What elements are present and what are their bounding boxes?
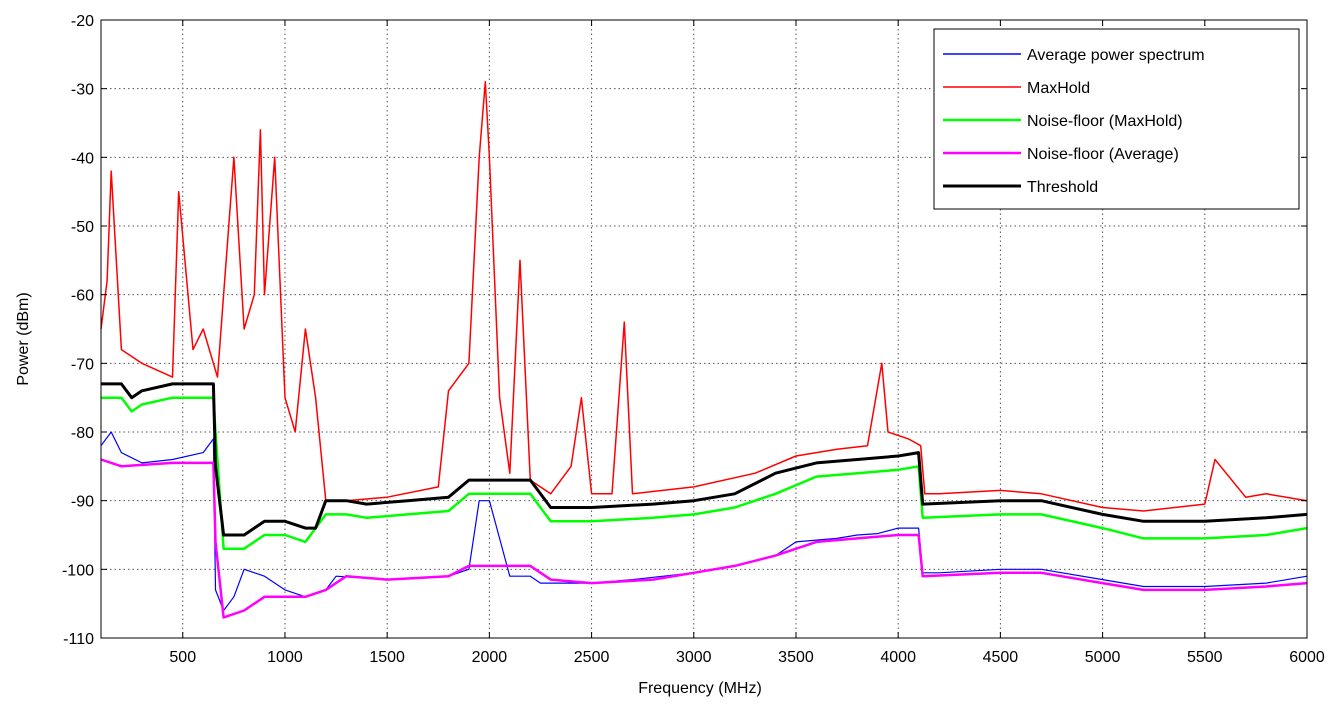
y-tick-label: -40 <box>71 150 94 167</box>
legend: Average power spectrum MaxHold Noise-floor… <box>933 28 1300 210</box>
x-tick-label: 3000 <box>676 649 712 666</box>
series-lines <box>100 81 1308 619</box>
x-tick-label: 5000 <box>1085 649 1121 666</box>
y-tick-label: -30 <box>71 82 94 99</box>
x-tick-label: 1500 <box>369 649 405 666</box>
series-line-average <box>100 431 1308 612</box>
y-tick-label: -60 <box>71 288 94 305</box>
series-line-nf_average <box>100 458 1308 619</box>
y-tick-label: -110 <box>63 631 94 648</box>
x-tick-label: 500 <box>169 649 196 666</box>
y-tick-label: -50 <box>71 219 94 236</box>
axes: 500 1000 1500 2000 2500 3000 3500 4000 4500 5000 5… <box>62 13 1325 666</box>
legend-label-nf_average: Noise-floor (Average) <box>1027 146 1179 163</box>
x-tick-label: 4500 <box>983 649 1019 666</box>
series-line-maxhold <box>100 81 1308 512</box>
x-tick-label: 6000 <box>1289 649 1325 666</box>
legend-label-threshold: Threshold <box>1027 179 1098 196</box>
grid <box>101 20 1307 638</box>
y-tick-label: -90 <box>71 494 94 511</box>
x-tick-label: 2000 <box>472 649 508 666</box>
plot-frame <box>100 19 1308 639</box>
x-tick-label: 4000 <box>880 649 916 666</box>
y-axis-label: Power (dBm) <box>15 292 32 385</box>
legend-label-nf_maxhold: Noise-floor (MaxHold) <box>1027 113 1183 130</box>
x-tick-label: 1000 <box>267 649 303 666</box>
x-tick-label: 2500 <box>574 649 610 666</box>
x-axis-label: Frequency (MHz) <box>638 680 762 697</box>
series-line-threshold <box>101 382 1308 537</box>
legend-label-maxhold: MaxHold <box>1027 80 1090 97</box>
y-tick-label: -70 <box>71 356 94 373</box>
y-tick-label: -20 <box>71 13 94 30</box>
x-tick-label: 5500 <box>1187 649 1223 666</box>
legend-label-average: Average power spectrum <box>1027 47 1205 64</box>
y-tick-label: -100 <box>62 562 94 579</box>
y-tick-label: -80 <box>71 425 94 442</box>
x-tick-label: 3500 <box>778 649 814 666</box>
